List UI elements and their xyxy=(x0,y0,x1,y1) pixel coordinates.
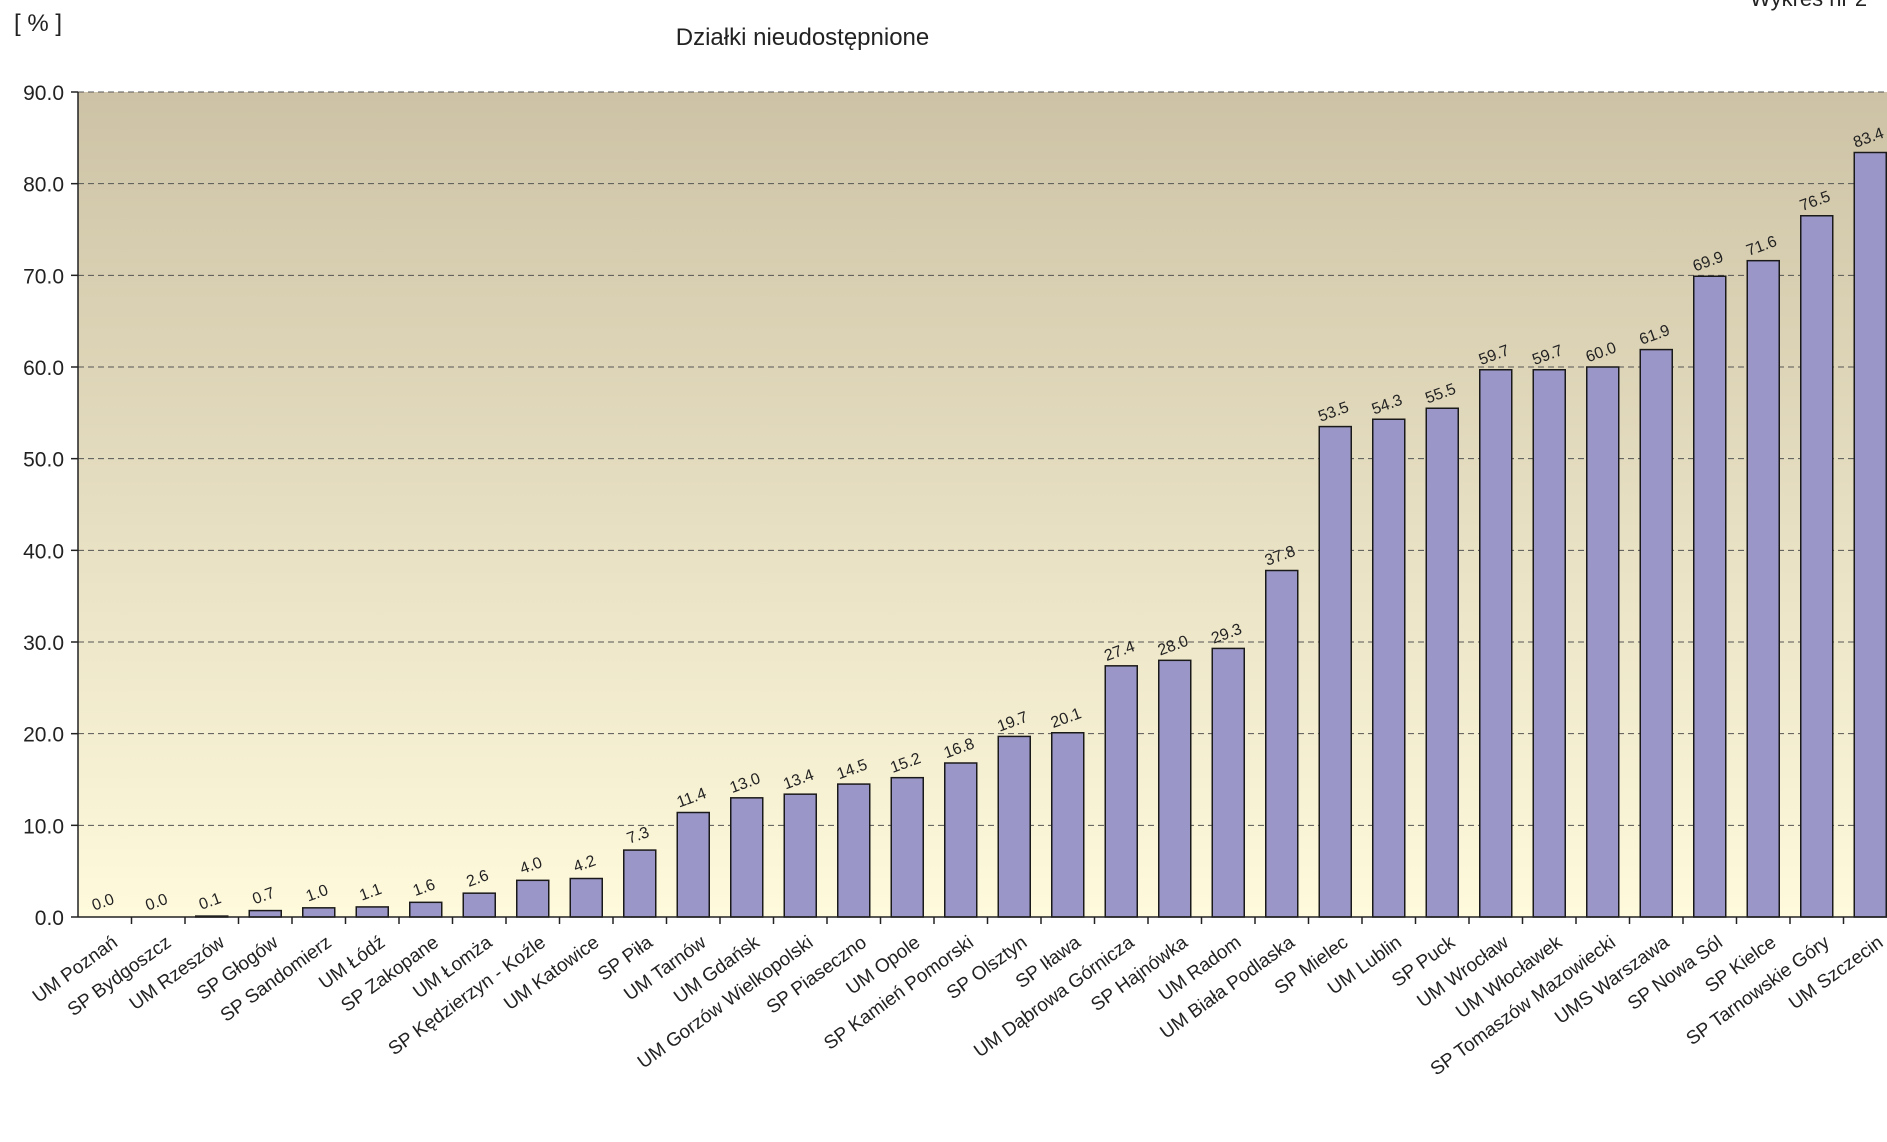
bar xyxy=(1425,407,1459,918)
bar xyxy=(1586,366,1620,918)
bar xyxy=(1318,425,1352,918)
bar xyxy=(516,879,550,918)
data-label: 0.1 xyxy=(197,890,224,914)
bar xyxy=(1532,369,1566,918)
y-tick-label: 80.0 xyxy=(23,174,64,197)
data-label: 4.2 xyxy=(571,852,598,876)
data-label: 0.0 xyxy=(143,891,170,915)
bar xyxy=(302,907,336,918)
bar xyxy=(890,776,924,918)
bar xyxy=(1800,215,1834,918)
bar xyxy=(1372,418,1406,918)
bar xyxy=(1051,732,1085,918)
bar xyxy=(730,797,764,918)
y-tick-label: 40.0 xyxy=(23,540,64,563)
data-label: 4.0 xyxy=(518,854,545,878)
bar xyxy=(623,849,657,918)
plot-area xyxy=(78,92,1887,917)
data-label: 0.0 xyxy=(90,891,117,915)
bar xyxy=(1853,151,1887,918)
bar xyxy=(676,811,710,918)
y-tick-label: 0.0 xyxy=(35,907,64,930)
data-label: 1.1 xyxy=(357,881,384,905)
bar xyxy=(1639,348,1673,918)
y-tick-label: 70.0 xyxy=(23,265,64,288)
bar xyxy=(997,735,1031,918)
y-tick-label: 30.0 xyxy=(23,632,64,655)
data-label: 2.6 xyxy=(464,867,491,891)
bar xyxy=(1104,665,1138,918)
y-tick-label: 10.0 xyxy=(23,815,64,838)
y-tick-label: 90.0 xyxy=(23,82,64,105)
bar xyxy=(462,892,496,918)
data-label: 1.0 xyxy=(304,882,331,906)
bar xyxy=(248,909,282,918)
bar xyxy=(837,783,871,918)
bar xyxy=(569,877,603,918)
bar xyxy=(1158,659,1192,918)
bar xyxy=(1211,647,1245,918)
data-label: 1.6 xyxy=(411,876,438,900)
y-tick-label: 50.0 xyxy=(23,449,64,472)
bar xyxy=(409,901,443,918)
y-tick-label: 60.0 xyxy=(23,357,64,380)
bar xyxy=(1265,569,1299,918)
bar xyxy=(783,793,817,918)
chart-title: Działki nieudostępnione xyxy=(675,24,930,51)
chart-number-label: Wykres nr 2 xyxy=(1750,0,1867,12)
bar xyxy=(1693,275,1727,918)
y-tick-label: 20.0 xyxy=(23,724,64,747)
data-label: 0.7 xyxy=(250,885,277,909)
bar xyxy=(355,906,389,918)
data-label: 7.3 xyxy=(625,824,652,848)
bar xyxy=(1479,369,1513,918)
bar xyxy=(944,762,978,918)
bar xyxy=(1746,259,1780,918)
y-axis-unit-label: [ % ] xyxy=(14,10,63,37)
